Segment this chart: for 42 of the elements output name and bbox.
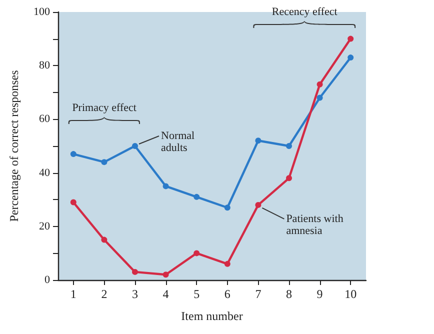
text: Patients with amnesia	[286, 212, 344, 237]
point	[132, 268, 138, 275]
point	[70, 151, 76, 158]
x-tick-label: 1	[70, 287, 76, 301]
y-tick-label: 80	[39, 60, 50, 72]
point	[316, 94, 323, 101]
point	[348, 54, 354, 61]
y-tick-label: 20	[39, 220, 50, 232]
y-tick-label: 40	[39, 166, 50, 179]
point	[162, 183, 169, 190]
point	[101, 159, 108, 166]
y-tick-label: 0	[44, 274, 50, 286]
annotation: Recency effect	[272, 6, 338, 18]
x-tick-label: 8	[286, 287, 292, 301]
point	[255, 202, 262, 208]
x-tick-label: 5	[194, 287, 200, 301]
point	[132, 143, 138, 149]
point	[101, 236, 108, 243]
x-axis-title: Item number	[181, 309, 243, 323]
x-tick-label: 7	[255, 287, 262, 301]
series-label: Normal adults	[161, 130, 196, 154]
x-tick-label: 9	[316, 287, 323, 301]
y-axis-title: Percentage of correct responses	[7, 70, 21, 222]
point	[224, 260, 230, 267]
point	[194, 194, 200, 200]
x-tick-label: 10	[344, 287, 357, 301]
y-tick-label: 60	[39, 113, 50, 126]
point	[316, 81, 323, 88]
x-tick-label: 3	[132, 287, 138, 301]
y-tick-label: 100	[34, 6, 50, 18]
x-tick-label: 2	[101, 287, 108, 301]
point	[255, 138, 262, 144]
point	[70, 199, 76, 206]
point	[286, 175, 292, 182]
point	[194, 250, 200, 256]
point	[162, 272, 169, 278]
point	[348, 36, 354, 42]
point	[286, 143, 292, 149]
point	[224, 204, 230, 211]
x-tick-label: 4	[162, 287, 169, 301]
x-tick-label: 6	[224, 287, 230, 301]
annotation: Primacy effect	[72, 102, 136, 114]
